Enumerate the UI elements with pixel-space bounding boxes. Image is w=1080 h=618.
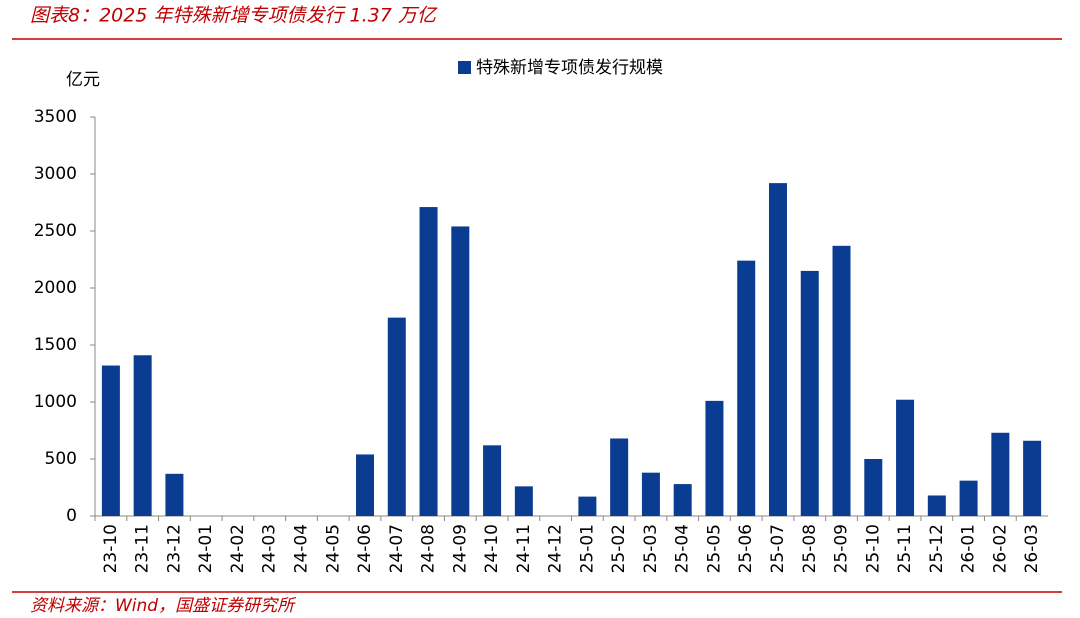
y-tick-label: 500 <box>45 449 77 469</box>
x-tick-label: 25-11 <box>895 524 915 573</box>
x-tick-label: 25-10 <box>863 524 883 573</box>
bar <box>451 226 470 516</box>
bar <box>896 399 915 516</box>
bar <box>959 480 978 516</box>
x-tick-label: 26-01 <box>959 524 979 573</box>
x-tick-label: 23-12 <box>164 524 184 573</box>
bar <box>991 432 1010 516</box>
x-tick-label: 25-06 <box>736 524 756 573</box>
bar <box>1023 440 1042 516</box>
x-tick-label: 25-03 <box>641 524 661 573</box>
bar <box>737 260 756 516</box>
bar <box>356 454 375 516</box>
bar <box>864 459 883 516</box>
bar <box>133 355 152 516</box>
x-tick-label: 24-03 <box>260 524 280 573</box>
bar <box>514 486 533 516</box>
x-tick-label: 24-01 <box>196 524 216 573</box>
x-tick-label: 26-03 <box>1022 524 1042 573</box>
x-tick-label: 24-10 <box>482 524 502 573</box>
legend-label: 特殊新增专项债发行规模 <box>476 58 663 78</box>
x-tick-label: 24-04 <box>291 524 311 573</box>
bar <box>419 207 438 516</box>
x-tick-label: 25-02 <box>609 524 629 573</box>
x-tick-label: 24-02 <box>228 524 248 573</box>
x-tick-label: 24-09 <box>450 524 470 573</box>
bar <box>768 183 787 516</box>
bar <box>610 438 629 516</box>
chart-title: 图表8：2025 年特殊新增专项债发行 1.37 万亿 <box>30 5 438 27</box>
y-tick-label: 1000 <box>34 392 77 412</box>
y-tick-label: 0 <box>66 506 77 526</box>
bar <box>832 245 851 516</box>
x-tick-label: 26-02 <box>990 524 1010 573</box>
x-tick-label: 25-07 <box>768 524 788 573</box>
bar <box>165 473 184 516</box>
y-tick-label: 3000 <box>34 164 77 184</box>
bar <box>800 270 819 516</box>
x-tick-label: 24-05 <box>323 524 343 573</box>
x-tick-label: 23-11 <box>133 524 153 573</box>
bar <box>483 445 502 516</box>
legend-swatch <box>458 61 471 74</box>
bar <box>578 496 597 516</box>
x-tick-label: 25-04 <box>673 524 693 573</box>
x-tick-label: 23-10 <box>101 524 121 573</box>
x-tick-label: 24-06 <box>355 524 375 573</box>
bar <box>101 365 120 516</box>
x-tick-label: 24-11 <box>514 524 534 573</box>
x-tick-label: 25-08 <box>800 524 820 573</box>
x-tick-label: 24-12 <box>546 524 566 573</box>
x-tick-label: 24-07 <box>387 524 407 573</box>
y-axis-label: 亿元 <box>66 70 100 90</box>
source-note: 资料来源：Wind，国盛证券研究所 <box>30 596 297 616</box>
bar <box>927 495 946 516</box>
x-tick-label: 25-09 <box>832 524 852 573</box>
x-tick-label: 25-05 <box>704 524 724 573</box>
x-tick-label: 25-12 <box>927 524 947 573</box>
bar <box>673 484 692 516</box>
y-tick-label: 2000 <box>34 278 77 298</box>
bar <box>705 400 724 516</box>
y-tick-label: 2500 <box>34 221 77 241</box>
x-tick-label: 24-08 <box>419 524 439 573</box>
bar <box>387 317 406 516</box>
y-tick-label: 1500 <box>34 335 77 355</box>
y-tick-label: 3500 <box>34 107 77 127</box>
bar <box>641 472 660 516</box>
x-tick-label: 25-01 <box>577 524 597 573</box>
